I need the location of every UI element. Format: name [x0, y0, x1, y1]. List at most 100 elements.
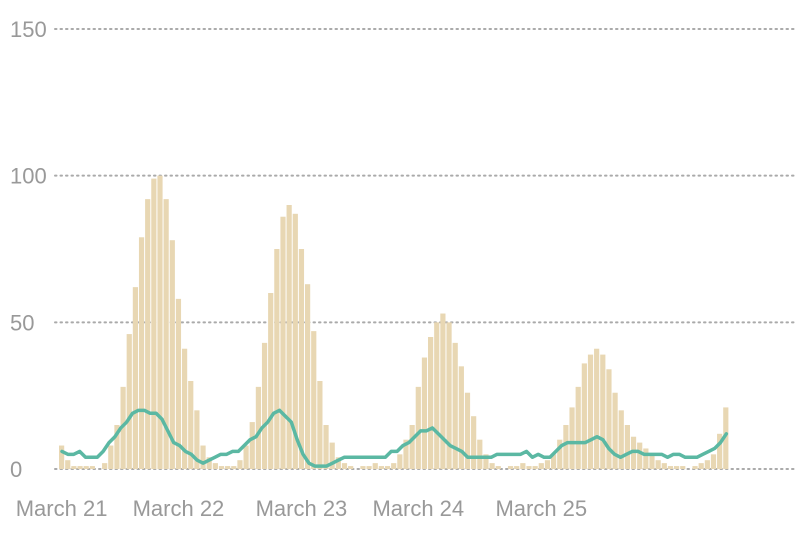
bar	[218, 466, 225, 469]
bar	[317, 381, 323, 469]
bar	[563, 425, 569, 469]
bar	[329, 442, 335, 469]
bar	[667, 466, 674, 469]
bar	[458, 366, 464, 469]
line-path	[60, 408, 729, 468]
bar	[618, 410, 624, 469]
bar	[335, 457, 341, 469]
bar	[65, 460, 71, 469]
bar	[182, 348, 188, 469]
bar	[698, 463, 704, 469]
bar	[366, 466, 372, 469]
bar	[384, 466, 391, 469]
bar	[126, 334, 132, 469]
bar	[483, 454, 489, 469]
bar	[452, 342, 458, 469]
bar	[311, 331, 317, 469]
bar	[298, 249, 305, 469]
bar	[360, 466, 366, 469]
x-tick-label: March 24	[372, 496, 464, 521]
bar	[575, 386, 581, 469]
bar	[89, 466, 95, 469]
bar	[538, 463, 544, 469]
bar	[378, 466, 384, 469]
bar	[723, 407, 729, 469]
bar	[643, 448, 649, 469]
bar	[526, 466, 532, 469]
bar	[77, 466, 83, 469]
bar	[237, 460, 243, 469]
x-tick-label: March 25	[495, 496, 587, 521]
bar	[212, 463, 218, 469]
bar	[514, 466, 520, 469]
bar	[231, 466, 237, 469]
bar	[532, 466, 538, 469]
bar	[280, 216, 286, 469]
bar	[206, 457, 212, 469]
bar	[102, 463, 108, 469]
bar	[194, 410, 200, 469]
bar	[292, 213, 298, 469]
bar	[397, 454, 403, 469]
bar	[544, 460, 551, 469]
bar	[114, 425, 120, 469]
bar	[477, 439, 483, 469]
bar	[428, 337, 434, 469]
bar	[323, 425, 329, 469]
bar	[606, 369, 612, 469]
bar	[225, 466, 231, 469]
bar	[145, 199, 151, 469]
bar	[138, 237, 145, 469]
x-tick-label: March 21	[16, 496, 108, 521]
bar	[348, 466, 354, 469]
bar	[415, 386, 421, 469]
bar	[680, 466, 686, 469]
bar	[569, 407, 575, 469]
bar	[305, 284, 311, 469]
bar	[471, 416, 477, 469]
bar	[600, 354, 606, 469]
bar	[661, 463, 667, 469]
x-tick-label: March 23	[256, 496, 348, 521]
bar	[717, 433, 723, 469]
line-series	[60, 408, 729, 468]
bar	[434, 322, 440, 469]
bar	[704, 460, 710, 469]
bar	[249, 422, 255, 469]
bar	[649, 454, 655, 469]
x-axis: March 21 March 22 March 23 March 24 March 25	[16, 496, 587, 521]
bar	[581, 363, 587, 469]
bar	[637, 442, 643, 469]
bar	[655, 460, 661, 469]
y-axis: 0 50 100 150	[10, 17, 47, 482]
bar	[520, 463, 526, 469]
bar	[108, 445, 114, 469]
bar	[551, 454, 557, 469]
bar	[261, 342, 268, 469]
bar	[59, 445, 65, 469]
y-tick-label: 150	[10, 17, 47, 42]
y-tick-label: 50	[10, 310, 34, 335]
bar	[594, 348, 600, 469]
y-tick-label: 0	[10, 457, 22, 482]
bar	[200, 445, 206, 469]
bar	[188, 381, 194, 469]
bar	[372, 463, 378, 469]
bar	[286, 205, 292, 469]
bar	[157, 175, 163, 470]
bar	[587, 354, 594, 469]
bar	[489, 463, 495, 469]
bar	[163, 199, 169, 469]
x-tick-label: March 22	[133, 496, 225, 521]
bar	[274, 249, 280, 469]
bar-series	[59, 175, 729, 470]
bar	[409, 425, 415, 469]
bar	[612, 392, 618, 469]
bar	[674, 466, 680, 469]
bar	[692, 466, 698, 469]
bar	[341, 463, 348, 469]
bar	[710, 454, 717, 469]
bar	[255, 386, 261, 469]
bar	[507, 466, 514, 469]
